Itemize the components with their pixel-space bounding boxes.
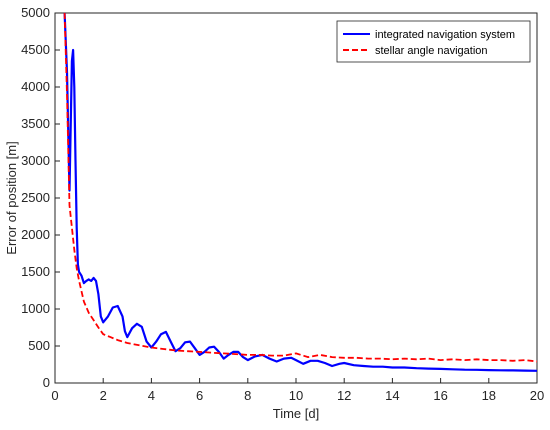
legend-entry-stellar: stellar angle navigation [375, 45, 488, 57]
x-tick-label: 14 [385, 388, 399, 403]
x-tick-label: 18 [482, 388, 496, 403]
x-tick-label: 0 [51, 388, 58, 403]
x-tick-label: 6 [196, 388, 203, 403]
x-axis-ticks: 0 2 4 6 8 10 12 14 16 18 20 [51, 378, 544, 403]
x-tick-label: 4 [148, 388, 155, 403]
legend-entry-integrated: integrated navigation system [375, 29, 515, 41]
x-tick-label: 20 [530, 388, 544, 403]
y-tick-label: 500 [28, 338, 50, 353]
y-tick-label: 2000 [21, 227, 50, 242]
x-axis-label: Time [d] [273, 406, 319, 421]
y-axis-label: Error of position [m] [4, 141, 19, 254]
legend-box [336, 20, 531, 63]
x-tick-label: 12 [337, 388, 351, 403]
plot-area [54, 12, 538, 384]
y-tick-label: 3500 [21, 116, 50, 131]
y-tick-label: 1500 [21, 264, 50, 279]
y-tick-label: 5000 [21, 5, 50, 20]
y-tick-label: 4500 [21, 42, 50, 57]
y-axis-ticks: 0 500 1000 1500 2000 2500 3000 3500 4000 4500 5000 [21, 5, 60, 390]
y-tick-label: 1000 [21, 301, 50, 316]
y-tick-label: 2500 [21, 190, 50, 205]
x-tick-label: 10 [289, 388, 303, 403]
y-tick-label: 4000 [21, 79, 50, 94]
y-tick-label: 0 [43, 375, 50, 390]
x-tick-label: 2 [100, 388, 107, 403]
legend: integrated navigation system stellar ang… [336, 20, 531, 63]
series-layer [63, 12, 538, 372]
x-tick-label: 8 [244, 388, 251, 403]
y-tick-label: 3000 [21, 153, 50, 168]
series-line-integrated [63, 12, 538, 372]
x-tick-label: 16 [433, 388, 447, 403]
series-line-stellar [63, 12, 538, 363]
